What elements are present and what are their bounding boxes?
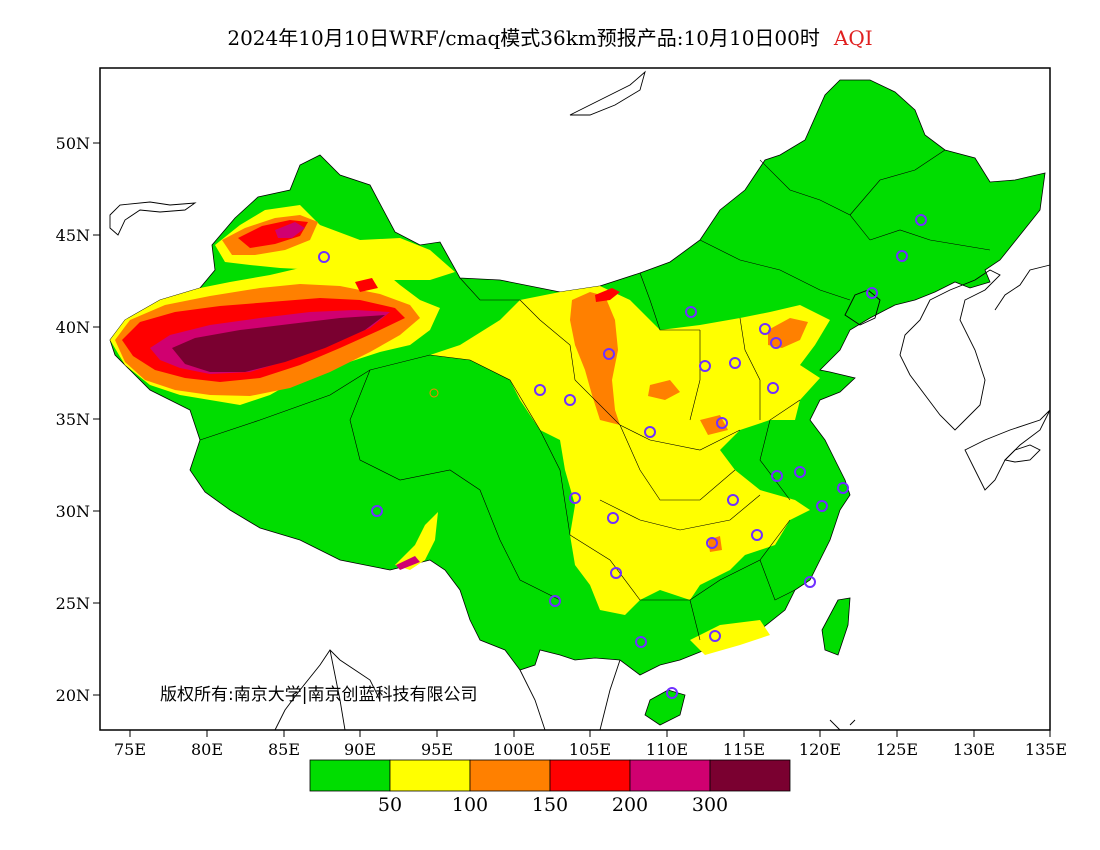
- taiwan-island: [821, 597, 851, 656]
- station-marker: [729, 357, 741, 369]
- station-marker: [371, 505, 383, 517]
- station-marker: [635, 636, 647, 648]
- region-unhealthy-spot: [355, 278, 378, 292]
- legend-swatch-good: [309, 759, 391, 792]
- station-marker: [727, 494, 739, 506]
- lon-label: 125E: [876, 740, 918, 759]
- lon-label: 75E: [114, 740, 146, 759]
- station-marker: [607, 512, 619, 524]
- station-marker: [534, 384, 546, 396]
- station-marker: [866, 287, 878, 299]
- legend-swatch-hazardous: [709, 759, 791, 792]
- legend-label: 150: [531, 794, 569, 816]
- lat-label: 45N: [56, 226, 90, 245]
- lat-label: 30N: [56, 502, 90, 521]
- station-marker: [767, 382, 779, 394]
- title-main: 2024年10月10日WRF/cmaq模式36km预报产品:10月10日00时: [227, 26, 820, 50]
- station-marker: [318, 251, 330, 263]
- station-marker: [709, 630, 721, 642]
- lon-label: 80E: [191, 740, 223, 759]
- station-marker: [610, 567, 622, 579]
- region-unhealthy-ningxia: [595, 288, 620, 302]
- region-hazardous-tarim: [172, 315, 385, 372]
- copyright-text: 版权所有:南京大学|南京创蓝科技有限公司: [160, 685, 478, 705]
- station-marker: [751, 529, 763, 541]
- station-markers: [318, 214, 927, 699]
- legend-label: 200: [611, 794, 649, 816]
- station-marker: [706, 537, 718, 549]
- legend-swatch-moderate: [389, 759, 471, 792]
- legend-label: 300: [691, 794, 729, 816]
- lon-label: 90E: [344, 740, 376, 759]
- station-marker: [699, 360, 711, 372]
- station-marker: [794, 466, 806, 478]
- station-marker: [816, 500, 828, 512]
- region-very-unhealthy-tibet: [396, 556, 420, 570]
- station-marker: [429, 388, 439, 398]
- lon-label: 115E: [723, 740, 765, 759]
- legend-swatch-unhealthy: [549, 759, 631, 792]
- lon-label: 100E: [493, 740, 535, 759]
- station-marker: [915, 214, 927, 226]
- station-marker: [685, 306, 697, 318]
- lon-label: 120E: [799, 740, 841, 759]
- neighbor-coastlines: [109, 70, 1051, 731]
- legend-label: 100: [451, 794, 489, 816]
- lon-label: 85E: [268, 740, 300, 759]
- region-usg-spot-1: [648, 380, 680, 400]
- map-title: 2024年10月10日WRF/cmaq模式36km预报产品:10月10日00时 A…: [0, 22, 1100, 51]
- region-moderate-fujian: [690, 620, 770, 655]
- lat-label: 35N: [56, 410, 90, 429]
- station-marker: [770, 337, 782, 349]
- region-moderate-tibet-south: [395, 512, 438, 570]
- region-usg-spot-2: [700, 415, 728, 435]
- station-marker: [896, 250, 908, 262]
- station-marker: [837, 482, 849, 494]
- region-usg-ningxia: [570, 292, 620, 425]
- station-marker: [759, 323, 771, 335]
- lon-label: 95E: [421, 740, 453, 759]
- station-marker: [771, 470, 783, 482]
- province-boundaries: [199, 149, 991, 641]
- station-marker: [716, 417, 728, 429]
- legend-swatch-usg: [469, 759, 551, 792]
- station-marker: [666, 687, 678, 699]
- lon-ticks: [129, 730, 1051, 737]
- lat-label: 25N: [56, 594, 90, 613]
- lon-label: 130E: [953, 740, 995, 759]
- lon-label: 110E: [646, 740, 688, 759]
- legend-colorbar: [309, 759, 791, 792]
- lat-label: 20N: [56, 686, 90, 705]
- lat-labels: 50N 45N 40N 35N 30N 25N 20N: [56, 134, 90, 705]
- lon-label: 135E: [1025, 740, 1067, 759]
- station-marker: [564, 394, 576, 406]
- station-marker: [804, 576, 816, 588]
- region-very-unhealthy-dzungaria: [275, 222, 305, 238]
- station-marker: [549, 595, 561, 607]
- station-marker: [569, 492, 581, 504]
- lon-label: 105E: [569, 740, 611, 759]
- station-marker: [644, 426, 656, 438]
- legend-swatch-very-unhealthy: [629, 759, 711, 792]
- region-usg-beijing: [768, 318, 808, 348]
- lat-label: 50N: [56, 134, 90, 153]
- lat-label: 40N: [56, 318, 90, 337]
- lon-labels: 75E 80E 85E 90E 95E 100E 105E 110E 115E …: [114, 740, 1067, 759]
- region-moderate-central: [430, 286, 830, 615]
- station-marker: [603, 348, 615, 360]
- legend-label: 50: [377, 794, 403, 816]
- lat-ticks: [93, 142, 100, 696]
- title-variable: AQI: [833, 26, 873, 50]
